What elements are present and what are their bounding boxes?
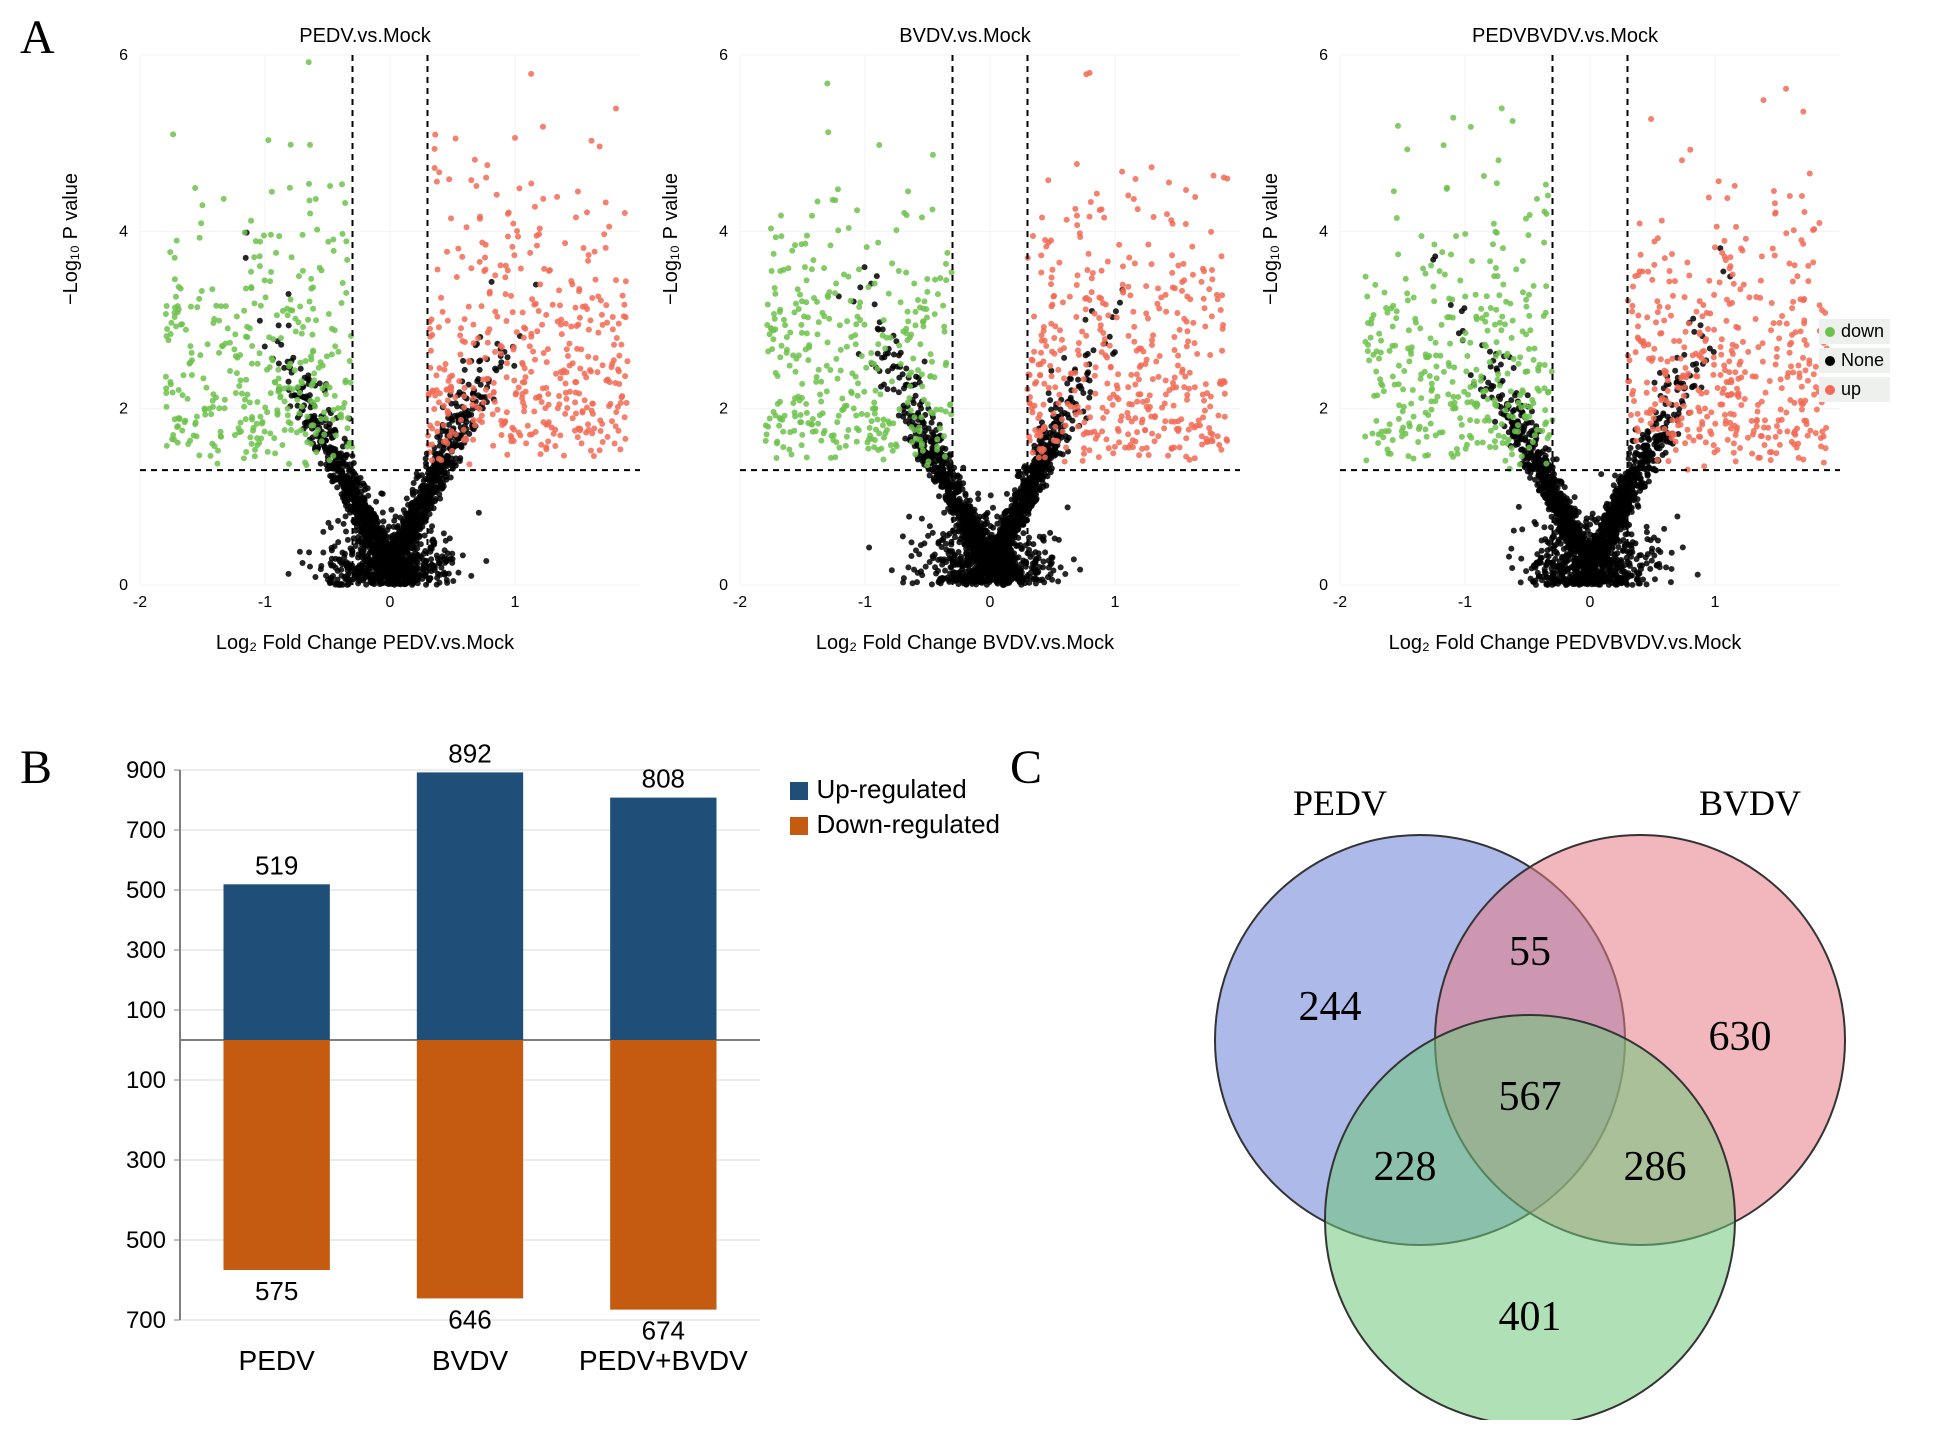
legend-down-label: down xyxy=(1841,321,1884,341)
svg-text:-1: -1 xyxy=(258,594,272,611)
svg-text:0: 0 xyxy=(386,594,395,611)
bar-legend: Up-regulated Down-regulated xyxy=(790,770,1000,844)
venn-svg: PEDVBVDVPEDV + BVDV24463040155228286567 xyxy=(1060,740,1940,1420)
panel-label-a: A xyxy=(20,10,55,65)
panel-b-bar-chart: 100300500700900100300500700519575PEDV892… xyxy=(80,740,1020,1420)
legend-up-row: Up-regulated xyxy=(790,774,1000,805)
svg-text:0: 0 xyxy=(119,577,128,594)
volcano-plot-1: -2-1010246PEDV.vs.Mock−Log₁₀ P valueLog₂… xyxy=(70,25,660,665)
volcano-plot-3: -2-1010246PEDVBVDV.vs.Mock−Log₁₀ P value… xyxy=(1270,25,1860,665)
legend-none-label: None xyxy=(1841,350,1884,370)
legend-up: up xyxy=(1819,377,1890,402)
figure: A B C -2-1010246PEDV.vs.Mock−Log₁₀ P val… xyxy=(0,0,1959,1434)
svg-text:1: 1 xyxy=(511,594,520,611)
volcano-plot-2: -2-1010246BVDV.vs.Mock−Log₁₀ P valueLog₂… xyxy=(670,25,1260,665)
legend-down-text: Down-regulated xyxy=(816,809,1000,839)
panel-c-venn: PEDVBVDVPEDV + BVDV24463040155228286567 xyxy=(1060,740,1940,1420)
legend-up-text: Up-regulated xyxy=(816,774,966,804)
volcano-legend: down None up xyxy=(1819,315,1890,406)
svg-text:-2: -2 xyxy=(133,594,147,611)
panel-a-volcano-row: -2-1010246PEDV.vs.Mock−Log₁₀ P valueLog₂… xyxy=(70,25,1890,665)
legend-up-label: up xyxy=(1841,379,1861,399)
svg-text:6: 6 xyxy=(119,47,128,64)
svg-text:2: 2 xyxy=(119,400,128,417)
legend-none: None xyxy=(1819,348,1890,373)
panel-label-b: B xyxy=(20,740,52,795)
legend-down-row: Down-regulated xyxy=(790,809,1000,840)
svg-text:4: 4 xyxy=(119,224,128,241)
legend-down: down xyxy=(1819,319,1890,344)
